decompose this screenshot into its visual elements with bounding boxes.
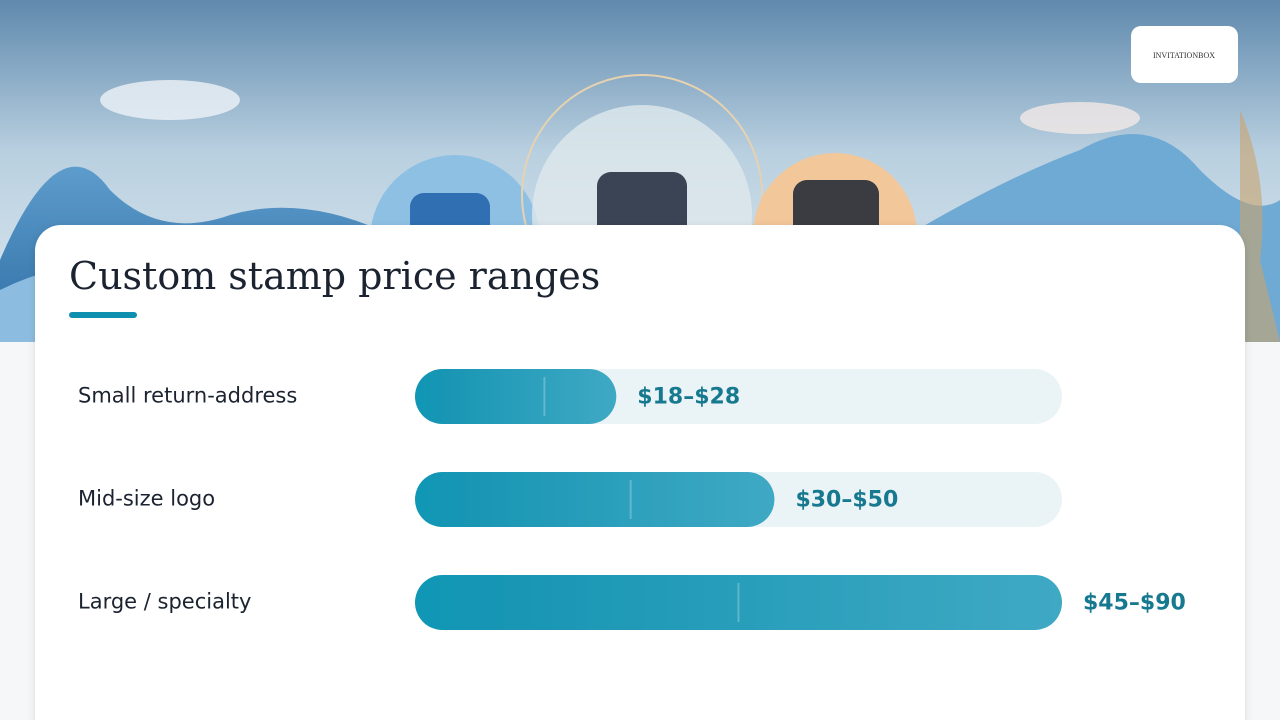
- bar: [415, 369, 617, 424]
- title-underline: [69, 312, 137, 318]
- chart-title: Custom stamp price ranges: [69, 254, 600, 298]
- category-label: Mid-size logo: [78, 487, 215, 511]
- bar: [415, 575, 1062, 630]
- plot: Small return-address $18–$28 Mid-size logo…: [78, 369, 1186, 630]
- category-label: Large / specialty: [78, 590, 251, 614]
- value-label: $30–$50: [795, 488, 898, 513]
- bar: [415, 472, 775, 527]
- logo-box: [1131, 26, 1238, 83]
- value-label: $45–$90: [1083, 591, 1186, 616]
- logo: INVITATIONBOX: [1153, 51, 1215, 60]
- value-label: $18–$28: [637, 385, 740, 410]
- category-label: Small return-address: [78, 384, 297, 408]
